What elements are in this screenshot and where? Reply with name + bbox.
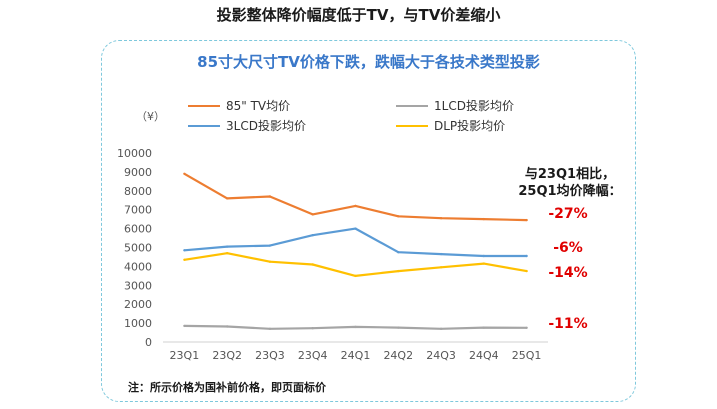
data-point-3-6 bbox=[439, 266, 443, 269]
legend-swatch-85tv bbox=[188, 104, 220, 107]
legend-swatch-1lcd bbox=[396, 104, 428, 107]
y-tick-label-6: 6000 bbox=[124, 223, 152, 236]
data-point-0-5 bbox=[397, 215, 400, 218]
x-tick-label-4: 24Q1 bbox=[341, 349, 371, 362]
x-tick-label-3: 23Q4 bbox=[298, 349, 328, 362]
legend-item-85tv: 85" TV均价 bbox=[188, 97, 290, 114]
data-point-3-0 bbox=[183, 258, 186, 261]
data-point-0-4 bbox=[354, 204, 357, 208]
y-tick-label-7: 7000 bbox=[124, 204, 152, 217]
data-point-2-8 bbox=[525, 254, 528, 258]
data-point-3-7 bbox=[482, 262, 485, 265]
data-point-3-2 bbox=[268, 260, 272, 263]
data-point-2-1 bbox=[226, 245, 229, 248]
y-tick-label-5: 5000 bbox=[124, 242, 152, 255]
x-tick-label-6: 24Q3 bbox=[426, 349, 456, 362]
data-point-0-2 bbox=[268, 195, 272, 198]
x-tick-label-0: 23Q1 bbox=[170, 349, 200, 362]
change-label-85tv: -27% bbox=[548, 206, 588, 222]
legend-swatch-dlp bbox=[396, 124, 428, 127]
data-point-1-1 bbox=[226, 325, 229, 328]
y-tick-label-10: 10000 bbox=[117, 147, 152, 160]
y-axis-unit-label: （¥） bbox=[136, 110, 165, 123]
data-point-2-6 bbox=[439, 252, 443, 256]
x-tick-label-8: 25Q1 bbox=[512, 349, 542, 362]
series-line-2 bbox=[184, 227, 527, 258]
data-point-3-4 bbox=[354, 274, 357, 278]
change-label-3lcd: -6% bbox=[553, 240, 583, 256]
data-point-3-3 bbox=[311, 263, 314, 266]
data-point-0-6 bbox=[439, 217, 443, 220]
footnote: 注：所示价格为国补前价格，即页面标价 bbox=[128, 381, 326, 394]
legend-label-dlp: DLP投影均价 bbox=[434, 119, 506, 133]
data-point-0-8 bbox=[525, 218, 528, 222]
data-point-1-8 bbox=[525, 326, 528, 329]
data-point-2-3 bbox=[311, 234, 314, 237]
data-point-1-2 bbox=[268, 327, 272, 330]
data-point-2-0 bbox=[183, 249, 186, 252]
data-point-3-1 bbox=[226, 252, 229, 255]
y-tick-label-3: 3000 bbox=[124, 279, 152, 292]
series-line-0 bbox=[183, 172, 527, 222]
legend-label-85tv: 85" TV均价 bbox=[226, 99, 291, 113]
legend-item-3lcd: 3LCD投影均价 bbox=[188, 117, 306, 134]
legend-label-1lcd: 1LCD投影均价 bbox=[434, 99, 514, 113]
legend-item-dlp: DLP投影均价 bbox=[396, 117, 505, 134]
annotation-label: 与23Q1相比，25Q1均价降幅： bbox=[518, 167, 622, 199]
data-point-1-6 bbox=[439, 327, 443, 330]
data-point-1-7 bbox=[482, 326, 485, 329]
data-point-1-0 bbox=[183, 324, 186, 328]
change-label-1lcd: -11% bbox=[548, 316, 588, 332]
legend-swatch-3lcd bbox=[188, 124, 220, 127]
y-tick-label-0: 0 bbox=[145, 336, 152, 349]
data-point-1-4 bbox=[354, 325, 357, 329]
data-point-1-3 bbox=[311, 327, 314, 330]
legend-label-3lcd: 3LCD投影均价 bbox=[226, 119, 306, 133]
data-point-0-1 bbox=[226, 197, 229, 200]
y-tick-label-9: 9000 bbox=[124, 166, 152, 179]
x-tick-label-1: 23Q2 bbox=[212, 349, 242, 362]
x-tick-label-7: 24Q4 bbox=[469, 349, 499, 362]
x-tick-label-5: 24Q2 bbox=[383, 349, 413, 362]
y-tick-label-4: 4000 bbox=[124, 260, 152, 273]
data-point-2-2 bbox=[268, 244, 272, 247]
page-headline: 投影整体降价幅度低于TV，与TV价差缩小 bbox=[216, 6, 501, 24]
data-point-2-4 bbox=[354, 227, 357, 230]
chart-title: 85寸大尺寸TV价格下跌，跌幅大于各技术类型投影 bbox=[197, 53, 540, 71]
data-point-2-5 bbox=[397, 251, 400, 254]
y-tick-label-1: 1000 bbox=[124, 317, 152, 330]
x-tick-label-2: 23Q3 bbox=[255, 349, 285, 362]
chart-card bbox=[101, 40, 636, 402]
change-label-dlp: -14% bbox=[548, 265, 588, 281]
data-point-2-7 bbox=[482, 254, 485, 258]
data-point-3-5 bbox=[397, 269, 400, 273]
data-point-0-0 bbox=[183, 172, 186, 175]
y-tick-label-2: 2000 bbox=[124, 298, 152, 311]
data-point-0-7 bbox=[482, 217, 485, 221]
data-point-1-5 bbox=[397, 326, 400, 329]
data-point-3-8 bbox=[525, 269, 528, 273]
y-tick-label-8: 8000 bbox=[124, 185, 152, 198]
legend-item-1lcd: 1LCD投影均价 bbox=[396, 97, 514, 114]
data-point-0-3 bbox=[311, 213, 314, 216]
